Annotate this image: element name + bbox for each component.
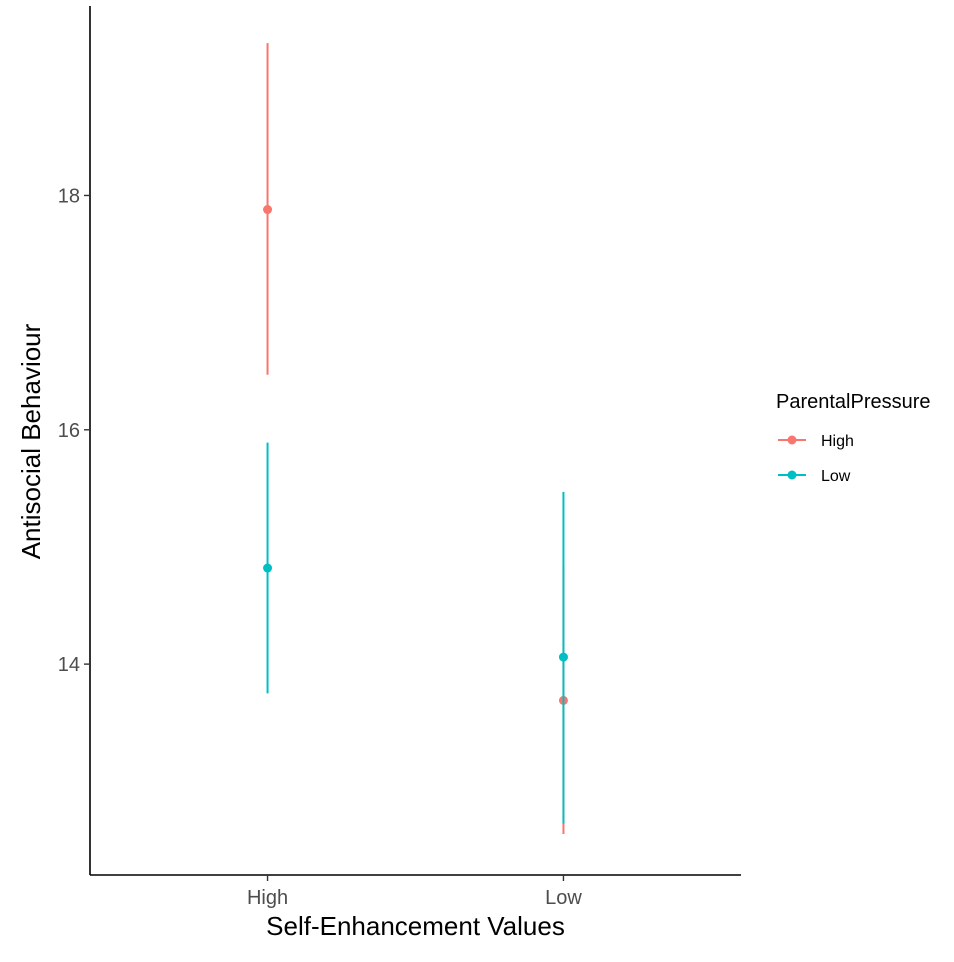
- y-axis-title: Antisocial Behaviour: [16, 323, 46, 559]
- series-high: [263, 43, 568, 834]
- y-tick-label: 18: [58, 185, 80, 207]
- legend-label: Low: [821, 468, 851, 485]
- legend-title: ParentalPressure: [776, 391, 931, 413]
- data-marks: [263, 43, 568, 834]
- y-axis: 14 16 18: [58, 6, 91, 875]
- x-tick-label: High: [247, 887, 288, 909]
- data-point: [558, 652, 568, 662]
- legend-label: High: [821, 433, 854, 450]
- data-point: [263, 563, 273, 573]
- legend: ParentalPressure High Low: [776, 391, 931, 485]
- legend-key-point: [787, 470, 797, 480]
- series-low: [263, 442, 568, 824]
- y-tick-label: 16: [58, 420, 80, 442]
- x-axis: High Low: [90, 874, 741, 909]
- data-point: [263, 205, 273, 215]
- x-axis-title: Self-Enhancement Values: [266, 911, 565, 941]
- y-tick-label: 14: [58, 654, 80, 676]
- legend-key-point: [787, 435, 797, 445]
- x-tick-label: Low: [545, 887, 582, 909]
